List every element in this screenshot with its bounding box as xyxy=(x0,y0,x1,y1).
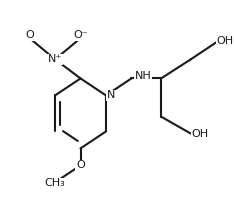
Text: O: O xyxy=(25,30,34,40)
Text: CH₃: CH₃ xyxy=(45,178,66,188)
Text: O: O xyxy=(76,160,85,170)
Text: OH: OH xyxy=(217,36,234,46)
Text: N⁺: N⁺ xyxy=(48,54,62,64)
Text: OH: OH xyxy=(191,128,208,139)
Text: O⁻: O⁻ xyxy=(73,30,88,40)
Text: NH: NH xyxy=(135,71,151,81)
Text: N: N xyxy=(107,90,115,100)
